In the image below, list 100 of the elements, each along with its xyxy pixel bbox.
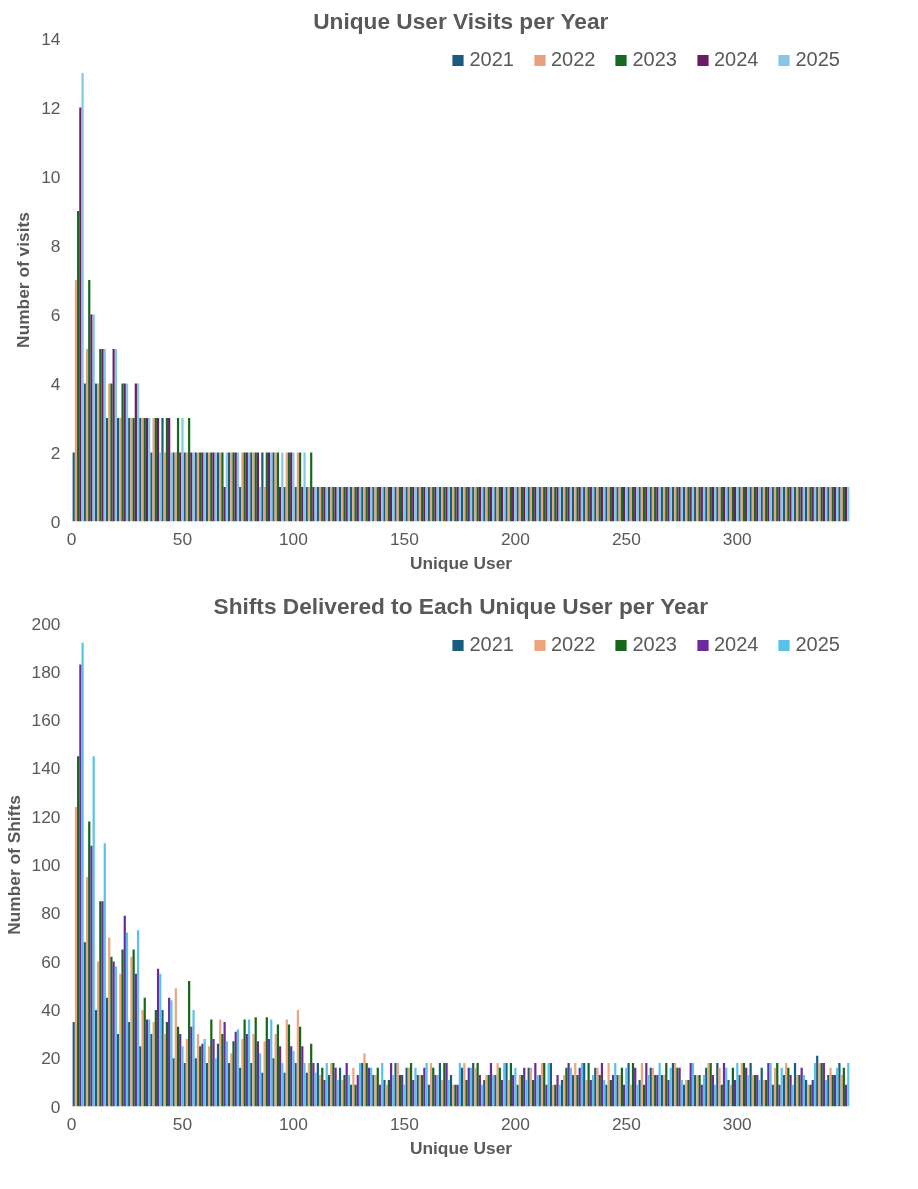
bar [150, 452, 153, 522]
bar [283, 1072, 286, 1107]
bar [292, 1050, 295, 1107]
bar [793, 1063, 797, 1107]
bar [161, 1009, 164, 1107]
bar [290, 1046, 293, 1107]
bar [221, 1034, 224, 1107]
bar [252, 1034, 255, 1107]
bar [181, 418, 184, 522]
bar [325, 1063, 328, 1107]
bar [103, 843, 106, 1107]
bar [88, 280, 91, 522]
bar [83, 942, 86, 1107]
bar [476, 1063, 479, 1107]
bar [738, 1075, 741, 1107]
bar [776, 1063, 779, 1107]
bar [85, 877, 89, 1107]
bar [265, 1017, 268, 1107]
y-tick-label: 60 [41, 951, 61, 972]
bar [230, 1053, 233, 1107]
bar [614, 1063, 617, 1107]
bar [207, 1046, 211, 1107]
bar [658, 1063, 661, 1107]
legend-label: 2022 [551, 633, 596, 656]
y-tick-label: 100 [31, 855, 61, 875]
bar [472, 1063, 475, 1107]
bar [172, 1058, 175, 1107]
bar [474, 1067, 477, 1107]
bar [489, 1063, 493, 1107]
y-tick-label: 140 [31, 758, 61, 779]
bar [585, 1079, 588, 1107]
bar [79, 107, 82, 522]
bar [108, 937, 111, 1107]
bar [838, 1063, 841, 1107]
bar [722, 1063, 726, 1107]
bar [316, 1063, 319, 1107]
y-axis-title: Number of Shifts [3, 795, 24, 935]
bar [132, 949, 135, 1107]
bar [188, 980, 191, 1107]
chart-title: Unique User Visits per Year [313, 7, 609, 34]
bar [156, 968, 160, 1107]
bar [276, 1024, 280, 1107]
bar [403, 1084, 406, 1107]
bar [365, 1063, 368, 1107]
bar [458, 1063, 461, 1107]
bar [136, 930, 140, 1107]
bar [74, 280, 78, 522]
bar [631, 1063, 635, 1107]
bar [645, 1063, 648, 1107]
bar [92, 756, 95, 1107]
x-tick-label: 200 [500, 528, 530, 549]
bar [143, 997, 146, 1107]
bar [263, 1041, 266, 1107]
x-axis-title: Unique User [409, 1137, 513, 1158]
bar [847, 1063, 850, 1107]
y-tick-label: 160 [31, 710, 61, 731]
x-tick-label: 250 [611, 528, 641, 549]
bar [77, 211, 80, 522]
bar [665, 1063, 668, 1107]
bar [205, 1063, 208, 1107]
bar [736, 1063, 739, 1107]
bar [343, 1075, 346, 1107]
bar [272, 1058, 275, 1107]
y-tick-label: 120 [31, 806, 61, 827]
bar [94, 1009, 98, 1107]
legend-label: 2024 [714, 48, 759, 71]
bar [429, 1063, 433, 1107]
bar [363, 1053, 366, 1107]
bar [758, 1079, 761, 1107]
bar [90, 845, 93, 1107]
y-axis-title: Number of visits [13, 212, 34, 348]
x-tick-label: 200 [500, 1113, 530, 1134]
bar [161, 418, 164, 522]
bar [81, 73, 84, 522]
bar [813, 1063, 817, 1107]
x-tick-label: 150 [389, 528, 419, 549]
bar [256, 1041, 260, 1107]
bar [383, 1079, 386, 1107]
bar [716, 1063, 719, 1107]
bar [307, 1063, 311, 1107]
bar [607, 1063, 610, 1107]
bar [214, 1058, 217, 1107]
bar [463, 1063, 466, 1107]
bar [438, 1063, 442, 1107]
bar [74, 807, 78, 1107]
bar [294, 1063, 297, 1107]
bar [334, 1067, 337, 1107]
x-tick-label: 100 [278, 1113, 308, 1134]
x-tick-label: 300 [722, 1113, 752, 1134]
bar [254, 1017, 257, 1107]
x-tick-label: 100 [278, 528, 308, 549]
x-tick-label: 150 [389, 1113, 419, 1134]
bar [183, 1063, 186, 1107]
legend-label: 2025 [795, 633, 840, 656]
legend-label: 2021 [469, 633, 514, 656]
bar [85, 349, 89, 522]
bar [534, 1063, 537, 1107]
bar [425, 1063, 428, 1107]
bar [727, 1079, 730, 1107]
bar [77, 756, 80, 1107]
